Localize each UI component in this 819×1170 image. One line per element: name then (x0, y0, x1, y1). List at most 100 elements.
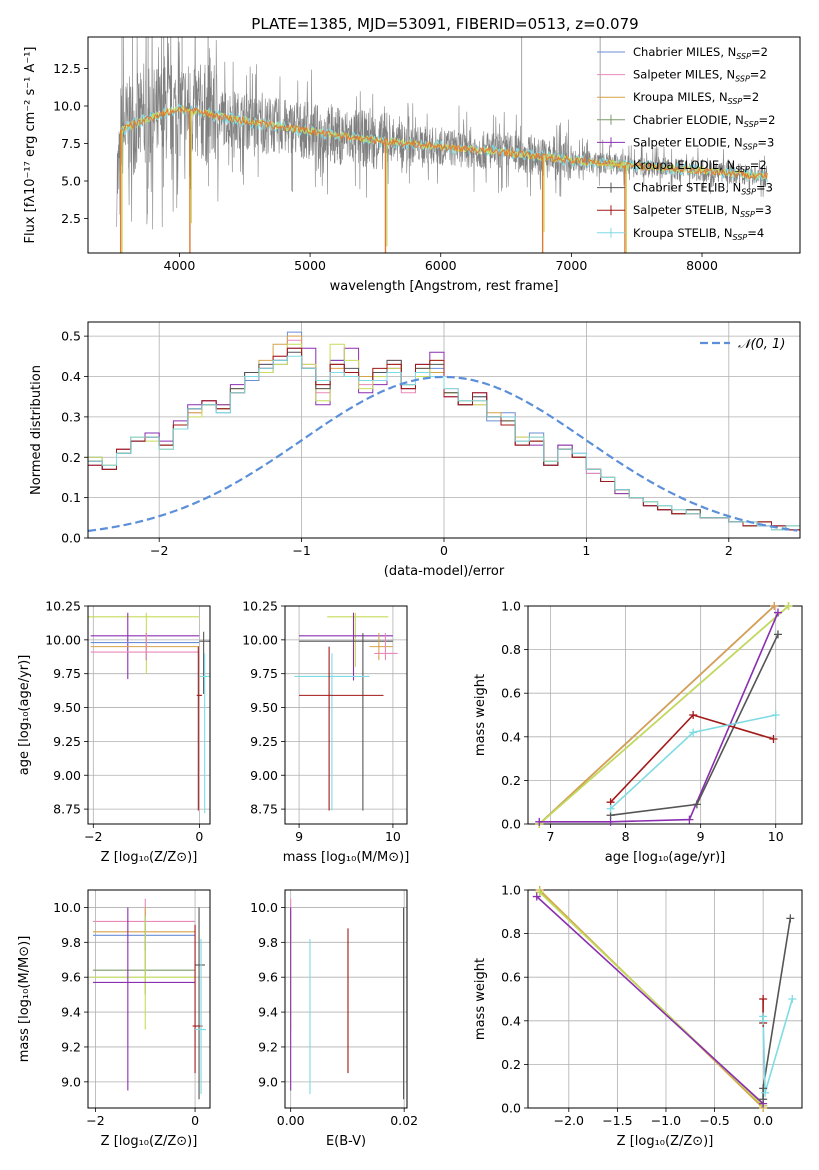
y-tick-label: 9.0 (61, 1074, 81, 1089)
y-tick-label: 9.25 (53, 734, 81, 749)
legend-label: Kroupa MILES, NSSP=2 (633, 90, 759, 106)
y-tick-label: 0.8 (501, 926, 521, 941)
weight-marker (759, 1012, 768, 1021)
y-tick-label: 0.8 (501, 642, 521, 657)
x-axis-label: age [log₁₀(age/yr)] (605, 850, 726, 865)
y-tick-label: 7.5 (61, 136, 81, 151)
histogram-salpeter-stelib (88, 347, 800, 531)
panel-age-vs-mass: 9 10 8.75 9.00 9.25 9.50 9.75 10.00 10.25 mass [l… (242, 599, 409, 866)
weight-line (762, 998, 794, 1093)
legend-label: Kroupa ELODIE, NSSP=2 (633, 158, 767, 174)
y-tick-label: 9.2 (61, 1039, 81, 1054)
weight-marker (532, 892, 541, 901)
axes-frame (284, 605, 408, 825)
x-tick-label: 7 (547, 829, 555, 844)
y-axis-label: mass weight (473, 674, 488, 756)
legend-label: Chabrier MILES, NSSP=2 (633, 45, 768, 61)
x-axis-label: (data-model)/error (384, 564, 505, 579)
x-tick-label: 0.0 (753, 1113, 773, 1128)
weight-marker (535, 888, 544, 897)
legend-label: Salpeter MILES, NSSP=2 (633, 68, 767, 84)
y-tick-label: 9.0 (258, 1074, 278, 1089)
y-tick-label: 0.4 (61, 369, 81, 384)
legend-label: Salpeter ELODIE, NSSP=3 (633, 135, 774, 151)
histogram-kroupa-stelib (88, 355, 800, 531)
axes-frame (527, 605, 803, 825)
y-tick-label: 0.1 (61, 490, 81, 505)
x-tick-label: −0.5 (699, 1113, 729, 1128)
y-tick-label: 9.75 (53, 666, 81, 681)
legend-label: Chabrier STELIB, NSSP=3 (633, 181, 773, 197)
weight-marker (769, 734, 778, 743)
panel-age-vs-Z: −2 0 8.75 9.00 9.25 9.50 9.75 10.00 10.25 Z [log₁… (17, 599, 211, 865)
plot-area-weight-vs-age (538, 606, 790, 824)
weight-line (538, 606, 790, 824)
y-tick-label: 10.25 (45, 599, 81, 614)
x-tick-label: 5000 (294, 258, 326, 273)
plot-area-residuals (88, 331, 800, 532)
weight-marker (692, 800, 701, 809)
y-tick-label: 9.75 (250, 666, 278, 681)
histogram-kroupa-elodie (88, 343, 800, 531)
histogram-salpeter-elodie (88, 347, 800, 531)
y-tick-label: 9.8 (258, 935, 278, 950)
y-tick-label: 1.0 (501, 599, 521, 614)
y-axis-label: Flux [fλ10⁻¹⁷ erg cm⁻² s⁻¹ A⁻¹] (23, 47, 38, 244)
y-tick-label: 10.00 (45, 632, 81, 647)
y-tick-label: 2.5 (61, 211, 81, 226)
x-tick-label: 0.00 (277, 1113, 305, 1128)
plot-area-age-vs-Z (88, 612, 210, 814)
y-tick-label: 9.2 (258, 1039, 278, 1054)
y-tick-label: 0.0 (61, 531, 81, 546)
x-tick-label: 0.02 (390, 1113, 418, 1128)
x-axis-label: mass [log₁₀(M/M⊙)] (283, 850, 410, 865)
y-axis-label: mass weight (473, 958, 488, 1040)
normal-curve (88, 375, 798, 532)
x-tick-label: 2 (725, 543, 733, 558)
y-tick-label: 10.0 (53, 900, 81, 915)
panel-weight-vs-age: 7 8 9 10 0.0 0.2 0.4 0.6 0.8 1.0 age [log₁₀(age/yr… (473, 599, 803, 865)
y-tick-label: 0.0 (501, 1101, 521, 1116)
axes-frame (87, 889, 211, 1109)
x-tick-label: −2 (150, 543, 168, 558)
weight-marker (761, 1088, 770, 1097)
y-tick-label: 8.75 (250, 802, 278, 817)
x-tick-label: 9 (295, 829, 303, 844)
x-tick-label: 0 (440, 543, 448, 558)
weight-marker (606, 804, 615, 813)
x-tick-label: 4000 (164, 258, 196, 273)
x-tick-label: −1.0 (651, 1113, 681, 1128)
x-tick-label: 0 (195, 829, 203, 844)
model-spectrum (119, 106, 768, 181)
x-axis-label: Z [log₁₀(Z/Z⊙)] (617, 1134, 714, 1149)
y-tick-label: 0.4 (501, 1013, 521, 1028)
y-tick-label: 0.5 (61, 329, 81, 344)
y-axis-label: mass [log₁₀(M/M⊙)] (17, 936, 32, 1063)
x-tick-label: −2.0 (554, 1113, 584, 1128)
weight-marker (759, 1095, 768, 1104)
y-tick-label: 9.6 (61, 970, 81, 985)
y-tick-label: 8.75 (53, 802, 81, 817)
y-tick-label: 10.0 (250, 900, 278, 915)
panel-residuals: −2 −1 0 1 2 0.0 0.1 0.2 0.3 0.4 0.5 (data-model)/er… (29, 321, 801, 579)
y-tick-label: 9.6 (258, 970, 278, 985)
x-tick-label: 7000 (555, 258, 587, 273)
y-tick-label: 10.0 (53, 99, 81, 114)
y-tick-label: 9.00 (250, 768, 278, 783)
x-axis-label: wavelength [Angstrom, rest frame] (330, 279, 559, 294)
legend-label: 𝒩(0, 1) (738, 337, 785, 352)
x-tick-label: 10 (385, 829, 401, 844)
x-tick-label: 1 (582, 543, 590, 558)
y-tick-label: 1.0 (501, 883, 521, 898)
y-tick-label: 12.5 (53, 61, 81, 76)
weight-line (538, 606, 775, 824)
y-tick-label: 9.25 (250, 734, 278, 749)
weight-line (539, 612, 779, 823)
panel-weight-vs-Z: −2.0 −1.5 −1.0 −0.5 0.0 0.0 0.2 0.4 0.6 0.8 1.0 Z [… (473, 883, 803, 1149)
x-tick-label: 0 (191, 1113, 199, 1128)
x-axis-label: Z [log₁₀(Z/Z⊙)] (101, 1134, 198, 1149)
weight-line (536, 895, 764, 1105)
plot-area-mass-vs-Z (90, 898, 207, 1100)
panel-spectrum: 4000 5000 6000 7000 8000 2.5 5.0 7.5 10.0 12.5 wav… (23, 36, 801, 294)
